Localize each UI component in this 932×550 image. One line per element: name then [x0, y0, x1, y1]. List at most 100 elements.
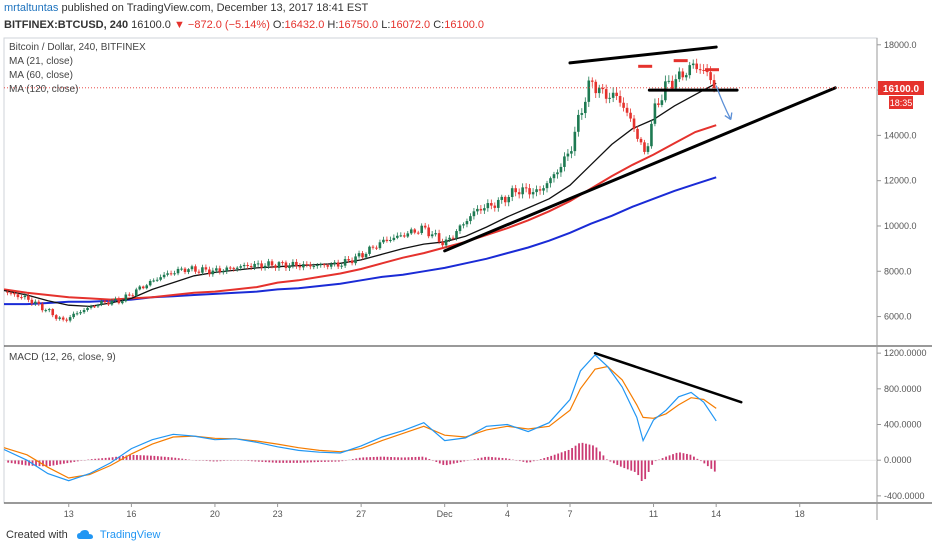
ma21-legend[interactable]: MA (21, close) [9, 56, 73, 67]
macd-legend[interactable]: MACD (12, 26, close, 9) [9, 352, 116, 363]
macd-histogram-bar [247, 460, 250, 461]
macd-histogram-bar [320, 460, 323, 462]
last-price-badge-label: 16100.0 [883, 84, 920, 95]
macd-histogram-bar [188, 459, 191, 461]
candle-body [573, 131, 577, 152]
candle-body [197, 271, 201, 273]
candle-body [329, 264, 333, 267]
candle-body [587, 80, 591, 102]
candle-body [173, 273, 176, 275]
macd-histogram-bar [487, 456, 490, 461]
open-value: 16432.0 [284, 19, 325, 31]
candle-body [611, 92, 615, 98]
candle-body [684, 75, 688, 78]
macd-histogram-bar [362, 457, 365, 461]
projection-arrow [715, 85, 732, 120]
macd-histogram-bar [543, 458, 546, 461]
macd-histogram-bar [484, 456, 486, 461]
candle-body [47, 309, 51, 311]
author-name[interactable]: mrtaltuntas [4, 2, 59, 14]
time-tick-label: 16 [126, 509, 136, 519]
candle-body [385, 239, 389, 242]
macd-histogram [4, 442, 877, 481]
candle-body [141, 286, 145, 289]
macd-histogram-bar [108, 457, 111, 461]
macd-histogram-bar [52, 460, 55, 466]
ma60-legend[interactable]: MA (60, close) [9, 70, 73, 81]
macd-divergence-line [593, 351, 743, 404]
macd-axis[interactable]: -400.0000 0.0000 400.0000 800.0000 1200.0000 [877, 348, 927, 501]
candle-body [677, 71, 681, 80]
user-drawings[interactable] [443, 45, 837, 404]
macd-histogram-bar [125, 455, 128, 461]
macd-histogram-bar [149, 455, 152, 461]
candle-body [691, 63, 695, 66]
macd-histogram-bar [223, 460, 225, 461]
candle-body [524, 187, 528, 189]
candle-body [211, 270, 215, 275]
candle-body [709, 72, 712, 81]
ma120-legend[interactable]: MA (120, close) [9, 84, 79, 95]
candle-body [107, 302, 110, 305]
candle-body [194, 266, 197, 272]
candle-body [34, 301, 37, 304]
macd-histogram-bar [424, 457, 427, 461]
candle-body [319, 264, 323, 266]
candle-body [152, 280, 155, 282]
high-label: H: [327, 19, 339, 31]
low-label: L: [381, 19, 391, 31]
macd-histogram-bar [553, 454, 556, 461]
candle-body [632, 118, 636, 129]
symbol-label: BITFINEX:BTCUSD, 240 [4, 19, 129, 31]
candle-body [521, 187, 524, 195]
candle-body [531, 192, 535, 195]
macd-histogram-bar [369, 457, 372, 461]
price-tick-label: 10000.0 [884, 221, 917, 231]
macd-histogram-bar [435, 460, 438, 462]
candle-body [712, 80, 716, 88]
candle-body [378, 242, 382, 249]
candle-body [336, 262, 340, 267]
macd-histogram-bar [616, 460, 619, 465]
macd-histogram-bar [170, 457, 173, 461]
candle-body [462, 224, 465, 226]
macd-histogram-bar [595, 447, 598, 461]
macd-histogram-bar [31, 460, 34, 466]
candle-body [110, 300, 114, 305]
macd-histogram-bar [686, 453, 688, 461]
candle-body [507, 196, 511, 203]
candle-body [646, 146, 650, 152]
macd-histogram-bar [62, 460, 65, 464]
macd-histogram-bar [654, 460, 657, 462]
macd-histogram-bar [219, 460, 222, 462]
macd-histogram-bar [529, 460, 532, 463]
time-tick-label: 14 [711, 509, 721, 519]
candle-body [354, 256, 357, 264]
macd-histogram-bar [87, 459, 90, 461]
candle-body [260, 263, 263, 268]
symbol-legend[interactable]: Bitcoin / Dollar, 240, BITFINEX [9, 42, 146, 53]
candle-body [201, 267, 204, 273]
macd-histogram-bar [706, 460, 709, 467]
candle-body [368, 246, 371, 254]
macd-histogram-bar [358, 457, 361, 461]
macd-histogram-bar [501, 457, 504, 461]
candle-body [138, 286, 142, 290]
time-axis[interactable]: 13 16 20 23 27 Dec 4 7 11 14 18 [64, 503, 805, 519]
macd-histogram-bar [404, 457, 406, 461]
macd-histogram-bar [560, 452, 563, 461]
macd-histogram-bar [355, 458, 358, 461]
candle-body [103, 300, 107, 303]
macd-histogram-bar [282, 460, 285, 463]
candle-body [65, 319, 68, 321]
candle-body [510, 188, 514, 197]
candle-body [493, 205, 497, 208]
macd-histogram-bar [661, 458, 664, 461]
macd-histogram-bar [386, 456, 389, 461]
time-tick-label: 23 [273, 509, 283, 519]
candle-body [650, 123, 653, 147]
candle-body [131, 295, 135, 297]
tradingview-brand-link[interactable]: TradingView [99, 529, 161, 541]
candle-body [79, 312, 82, 314]
